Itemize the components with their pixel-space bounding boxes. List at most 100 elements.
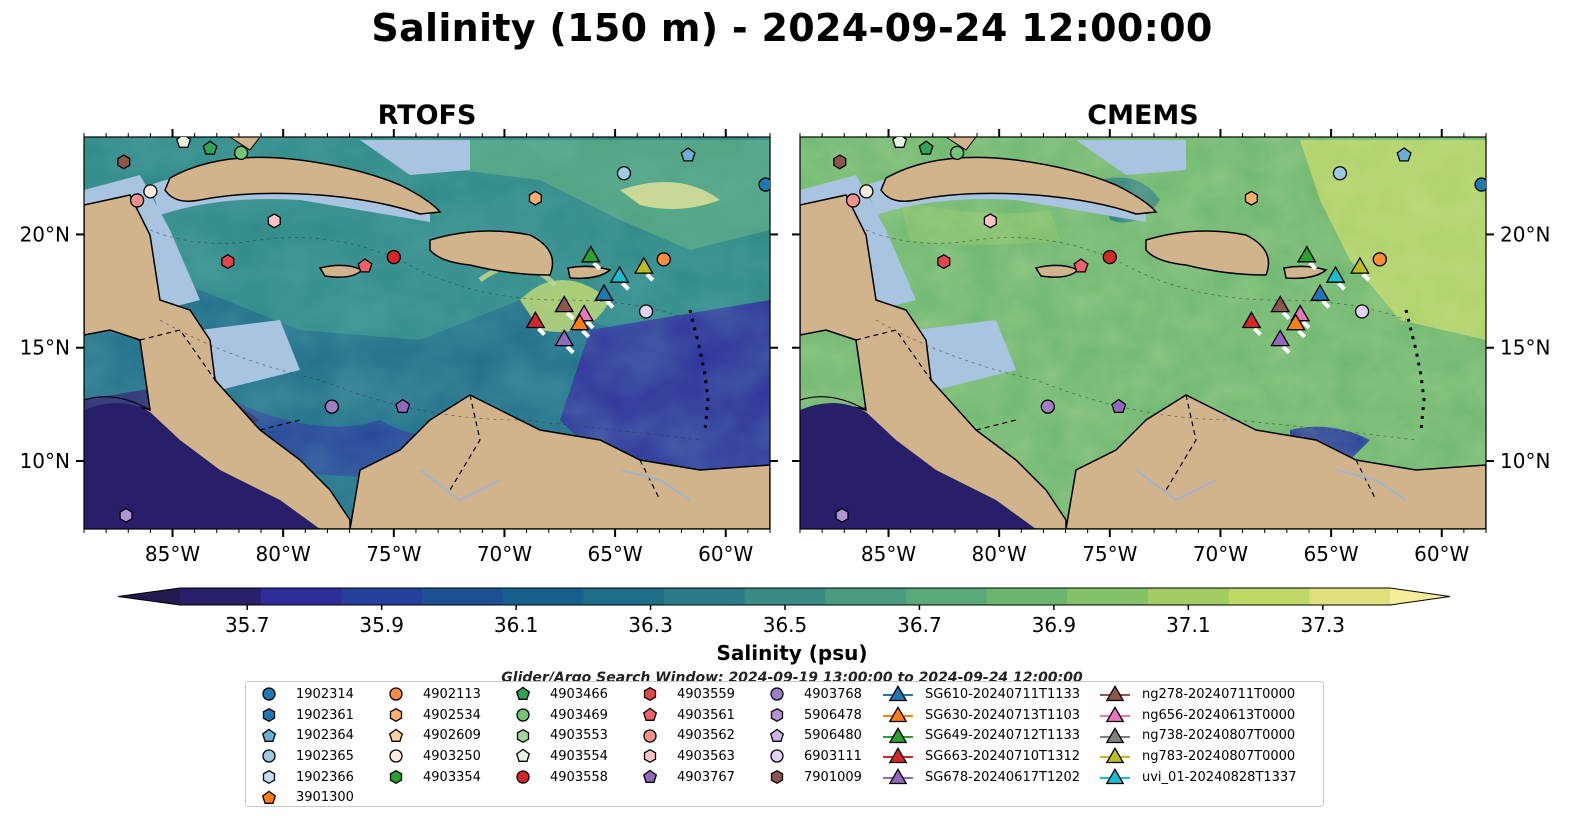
legend-label: ng738-20240807T0000 (1142, 728, 1296, 744)
shelf-nicaragua (916, 320, 1016, 390)
glider-legend-marker (1105, 726, 1125, 743)
circle-marker-icon (516, 708, 530, 722)
glider-marker (609, 265, 630, 283)
legend-entry: 4903558 (508, 767, 608, 788)
colorbar-bin (422, 588, 504, 605)
circle-marker-icon (262, 687, 276, 701)
float-legend-marker (389, 687, 403, 701)
legend-label: 4902113 (423, 686, 481, 702)
argo-float-marker (656, 252, 671, 267)
legend-label: 4903250 (423, 748, 481, 764)
legend-label: 4903354 (423, 769, 481, 785)
land-hispaniola (1145, 230, 1270, 276)
legend-label: SG663-20240710T1312 (925, 748, 1081, 764)
glider-marker (1241, 310, 1262, 329)
argo-float-marker (1354, 304, 1370, 319)
legend-entry: 4903250 (381, 746, 481, 767)
legend-label: 4903469 (550, 707, 608, 723)
legend-entry: 5906478 (762, 705, 862, 726)
legend-label: 4903558 (550, 769, 608, 785)
lon-label: 75°W (366, 542, 421, 566)
bathymetry-contour (865, 229, 1417, 441)
lon-label: 70°W (1193, 542, 1248, 566)
legend-entry: SG663-20240710T1312 (883, 746, 1080, 767)
legend-label: 1902365 (296, 748, 354, 764)
land-puerto-rico (1283, 265, 1328, 280)
glider-legend-marker (888, 726, 908, 743)
glider-marker (1310, 283, 1330, 301)
map-panel-cmems (800, 137, 1486, 529)
glider-track (621, 281, 630, 291)
pentagon-marker-icon (642, 769, 658, 784)
pacific-ocean (84, 402, 320, 529)
legend-entry: 1902361 (254, 705, 354, 726)
legend-entry: 1902364 (254, 725, 354, 746)
legend-entry: 4903354 (381, 767, 481, 788)
lat-label-left: 20°N (20, 222, 70, 246)
legend-entry: SG678-20240617T1202 (883, 767, 1080, 788)
argo-float-marker (117, 154, 131, 170)
colorbar-bin (1067, 588, 1149, 605)
argo-float-marker (918, 140, 934, 155)
land-puerto-rico (567, 265, 612, 280)
legend-entry: 4903466 (508, 684, 608, 705)
legend-label: uvi_01-20240828T1337 (1142, 769, 1297, 785)
legend-entry: 4902113 (381, 684, 481, 705)
legend-label: 7901009 (804, 769, 862, 785)
hexagon-marker-icon (262, 707, 276, 723)
colorbar-extend-high (1390, 588, 1450, 605)
colorbar-tick-label: 37.3 (1301, 613, 1346, 637)
argo-float-marker (1396, 147, 1412, 162)
pentagon-marker-icon (515, 749, 531, 763)
float-legend-marker (770, 707, 784, 723)
lon-label: 65°W (587, 542, 642, 566)
rivers (419, 469, 691, 502)
circle-marker-icon (770, 687, 784, 701)
hexagon-marker-icon (643, 687, 657, 702)
legend-entry: 4903553 (508, 725, 608, 746)
glider-legend-marker (888, 747, 908, 764)
hexagon-marker-icon (770, 770, 784, 785)
colorbar-bin (180, 588, 262, 605)
triangle-marker-icon (883, 768, 913, 785)
legend-label: SG678-20240617T1202 (925, 769, 1081, 785)
legend-entry: 1902314 (254, 684, 354, 705)
legend-entry: SG630-20240713T1103 (883, 705, 1080, 726)
glider-marker (633, 256, 654, 274)
colorbar: 35.7 35.9 36.1 36.3 36.5 36.7 36.9 37.1 37.3 (117, 587, 1451, 637)
colorbar-bin (986, 588, 1068, 605)
colorbar-bin (1309, 588, 1391, 605)
float-legend-marker (643, 687, 657, 702)
legend-entry: ng278-20240711T0000 (1100, 684, 1296, 705)
argo-float-marker (1474, 177, 1486, 192)
legend-column: 4902113 4902534 4902609 4903250 4903354 (381, 684, 481, 787)
glider-track (1301, 320, 1311, 330)
triangle-marker-icon (1100, 726, 1130, 743)
argo-float-marker (680, 147, 696, 162)
glider-marker (554, 295, 575, 313)
legend-label: 5906480 (804, 728, 862, 744)
argo-float-marker (119, 507, 133, 523)
colorbar-bin (341, 588, 423, 605)
triangle-marker-icon (1100, 685, 1130, 702)
glider-track (565, 311, 575, 321)
glider-track (1281, 311, 1291, 321)
argo-float-marker (395, 398, 411, 414)
glider-marker (594, 283, 614, 301)
colorbar-label: Salinity (psu) (716, 641, 868, 665)
legend-label: 4902534 (423, 707, 481, 723)
hexagon-marker-icon (389, 770, 403, 785)
argo-float-marker (528, 190, 542, 206)
argo-float-marker (267, 213, 281, 229)
hexagon-marker-icon (262, 770, 276, 785)
legend-entry: ng656-20240613T0000 (1100, 705, 1296, 726)
argo-float-marker (1040, 399, 1055, 414)
colorbar-bin (1228, 588, 1310, 605)
legend-entry: 3901300 (254, 787, 354, 808)
legend-entry: 4903768 (762, 684, 862, 705)
land-cuba (164, 156, 442, 215)
glider-track (1361, 272, 1371, 282)
glider-marker (580, 245, 601, 263)
glider-track (645, 272, 655, 282)
